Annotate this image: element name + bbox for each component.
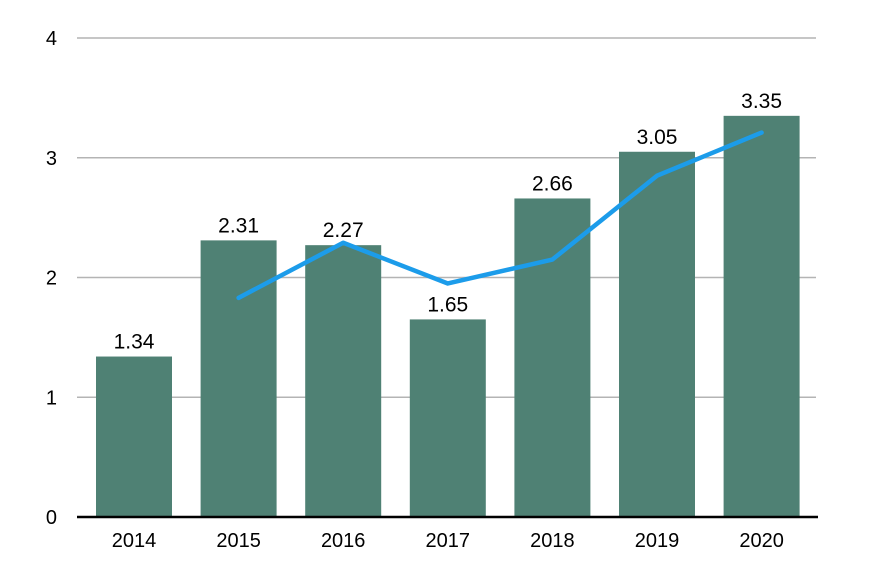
bar-2020 (723, 115, 800, 518)
x-tick-label: 2016 (321, 530, 366, 552)
y-tick-label: 4 (46, 28, 57, 50)
x-tick-label: 2017 (426, 530, 471, 552)
bar-2014 (96, 356, 172, 517)
x-tick-label: 2020 (739, 530, 784, 552)
y-axis-labels: 0 1 2 3 4 (46, 28, 57, 529)
y-tick-label: 1 (46, 387, 57, 409)
bar-2016 (305, 245, 382, 518)
bar-value-label: 3.05 (637, 126, 678, 149)
y-tick-label: 3 (46, 148, 57, 170)
bar-value-label: 2.31 (218, 214, 259, 237)
bar-2017 (409, 319, 486, 517)
bar-value-label: 2.27 (323, 219, 364, 242)
bar-value-label: 1.65 (427, 293, 468, 316)
trend-line (236, 130, 764, 301)
bar-2019 (619, 151, 695, 517)
x-tick-label: 2014 (112, 530, 157, 552)
bar-value-labels: 1.34 2.31 2.27 1.65 2.66 3.05 3.35 (114, 90, 782, 354)
bar-value-label: 3.35 (741, 90, 782, 113)
x-tick-label: 2019 (635, 530, 680, 552)
y-tick-label: 2 (46, 268, 57, 290)
x-tick-label: 2018 (530, 530, 575, 552)
bar-value-label: 2.66 (532, 172, 573, 195)
x-tick-label: 2015 (216, 530, 261, 552)
bar-value-label: 1.34 (114, 331, 155, 354)
bar-2018 (514, 198, 591, 517)
y-tick-label: 0 (46, 507, 57, 529)
x-axis-labels: 2014 2015 2016 2017 2018 2019 2020 (112, 530, 784, 552)
